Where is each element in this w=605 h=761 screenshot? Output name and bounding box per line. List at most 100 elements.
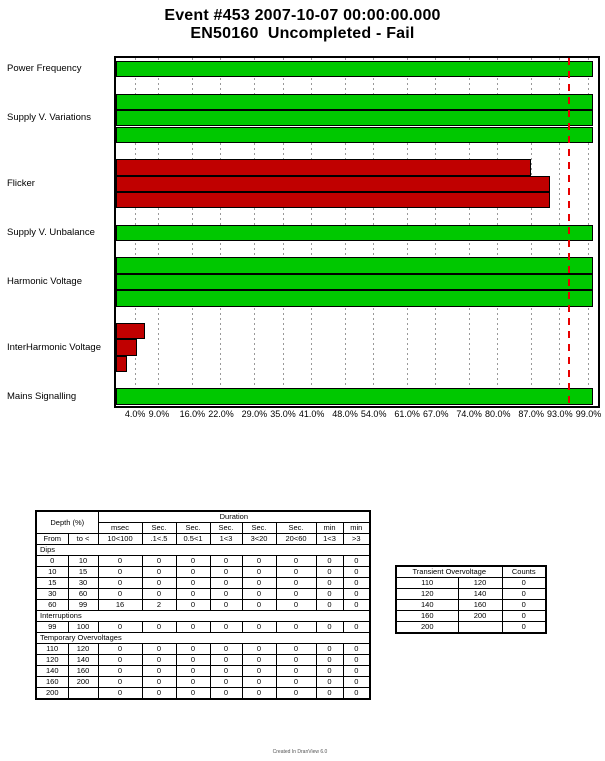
table-cell: 0	[342, 643, 371, 655]
table-cell: 0	[175, 643, 211, 655]
unit-cell: Sec.	[275, 522, 317, 534]
chart-bar	[116, 126, 594, 143]
table-cell: 0	[501, 588, 547, 600]
table-cell: 0	[209, 621, 243, 633]
section-row: Temporary Overvoltages	[35, 632, 371, 644]
table-cell: 0	[175, 654, 211, 666]
x-tick-label: 99.0%	[575, 409, 602, 419]
table-row: 60 99 16 2 0 0 0 0 0 0	[35, 599, 371, 611]
table-cell: 0	[141, 566, 177, 578]
chart-bar	[116, 355, 127, 373]
table-header-row: Transient Overvoltage Counts	[395, 565, 547, 578]
table-cell: 0	[241, 566, 277, 578]
table-cell: 60	[35, 599, 69, 611]
table-cell: 0	[241, 588, 277, 600]
table-cell: 0	[175, 665, 211, 677]
chart-bar	[116, 192, 551, 209]
table-cell: 0	[141, 643, 177, 655]
table-cell: 120	[35, 654, 69, 666]
table-cell: 0	[141, 555, 177, 567]
dips-duration-table: Depth (%) Duration msec Sec. Sec. Sec. Sec. Sec…	[35, 510, 372, 700]
table-cell: 0	[175, 577, 211, 589]
table-row: 200 0 0 0 0 0 0 0 0	[35, 687, 371, 700]
table-cell: 0	[501, 610, 547, 622]
unit-cell: min	[342, 522, 371, 534]
section-label: Interruptions	[35, 610, 371, 622]
table-row: 140 160 0	[395, 599, 547, 611]
table-cell: 0	[209, 676, 243, 688]
table-cell: 0	[275, 687, 317, 700]
chart-bar	[116, 322, 145, 340]
table-cell: 0	[241, 555, 277, 567]
table-cell: 0	[141, 621, 177, 633]
table-cell: 0	[275, 643, 317, 655]
table-cell: 0	[241, 665, 277, 677]
table-cell: 0	[241, 676, 277, 688]
table-cell: 0	[141, 577, 177, 589]
table-row: 0 10 0 0 0 0 0 0 0 0	[35, 555, 371, 567]
table-cell: 0	[315, 654, 344, 666]
chart-bar	[116, 273, 594, 291]
table-cell: 0	[175, 555, 211, 567]
table-cell: 0	[97, 577, 143, 589]
table-cell: 0	[97, 665, 143, 677]
table-header-row: Depth (%) Duration	[35, 510, 371, 534]
table-cell: 0	[141, 687, 177, 700]
table-cell: 0	[275, 665, 317, 677]
table-row: 140 160 0 0 0 0 0 0 0 0	[35, 665, 371, 677]
table-cell: 0	[315, 676, 344, 688]
section-label: Temporary Overvoltages	[35, 632, 371, 644]
table-cell: 0	[342, 566, 371, 578]
table-cell: 0	[342, 588, 371, 600]
unit-cell: min	[315, 522, 344, 534]
table-cell: 16	[97, 599, 143, 611]
category-label: Power Frequency	[7, 63, 82, 75]
table-cell: 0	[275, 676, 317, 688]
range-cell: to <	[67, 533, 99, 545]
table-cell: 0	[97, 555, 143, 567]
table-cell: 0	[315, 687, 344, 700]
table-cell: 120	[67, 643, 99, 655]
table-cell: 0	[275, 621, 317, 633]
range-cell: 20<60	[275, 533, 317, 545]
section-row: Dips	[35, 544, 371, 556]
table-row: 10 15 0 0 0 0 0 0 0 0	[35, 566, 371, 578]
table-cell: 140	[457, 588, 503, 600]
table-cell: 99	[35, 621, 69, 633]
table-cell: 0	[342, 555, 371, 567]
range-cell: From	[35, 533, 69, 545]
table-cell: 0	[209, 566, 243, 578]
table-cell: 0	[141, 654, 177, 666]
report-title-line2: EN50160 Uncompleted - Fail	[190, 25, 415, 42]
table-cell: 200	[457, 610, 503, 622]
chart-bar	[116, 93, 594, 111]
table-cell: 0	[342, 577, 371, 589]
table-cell: 0	[175, 599, 211, 611]
duration-header-cell: Duration	[97, 510, 371, 523]
table-cell: 160	[67, 665, 99, 677]
chart-bar	[116, 388, 594, 405]
table-row: 110 120 0 0 0 0 0 0 0 0	[35, 643, 371, 655]
table-cell: 0	[241, 621, 277, 633]
category-label: Supply V. Unbalance	[7, 226, 95, 238]
table-cell: 0	[97, 588, 143, 600]
table-cell: 0	[97, 621, 143, 633]
chart-bar	[116, 175, 551, 192]
table-cell: 0	[501, 621, 547, 634]
x-axis-labels: 4.0% 9.0% 16.0% 22.0% 29.0% 35.0% 41.0% 48.0% 54…	[116, 409, 601, 421]
table-cell: 110	[35, 643, 69, 655]
x-tick-label: 61.0%	[394, 409, 420, 419]
x-tick-label: 41.0%	[298, 409, 325, 419]
range-cell: 1<3	[315, 533, 344, 545]
table-cell: 100	[67, 621, 99, 633]
table-cell: 10	[67, 555, 99, 567]
category-labels: Power Frequency Supply V. Variations Flick…	[0, 58, 113, 406]
x-tick-label: 16.0%	[179, 409, 206, 419]
chart-bar	[116, 224, 594, 242]
table-cell: 140	[35, 665, 69, 677]
table-cell: 0	[342, 654, 371, 666]
table-cell: 0	[209, 687, 243, 700]
table-cell: 10	[35, 566, 69, 578]
table-cell: 200	[35, 687, 69, 700]
table-cell: 0	[342, 676, 371, 688]
